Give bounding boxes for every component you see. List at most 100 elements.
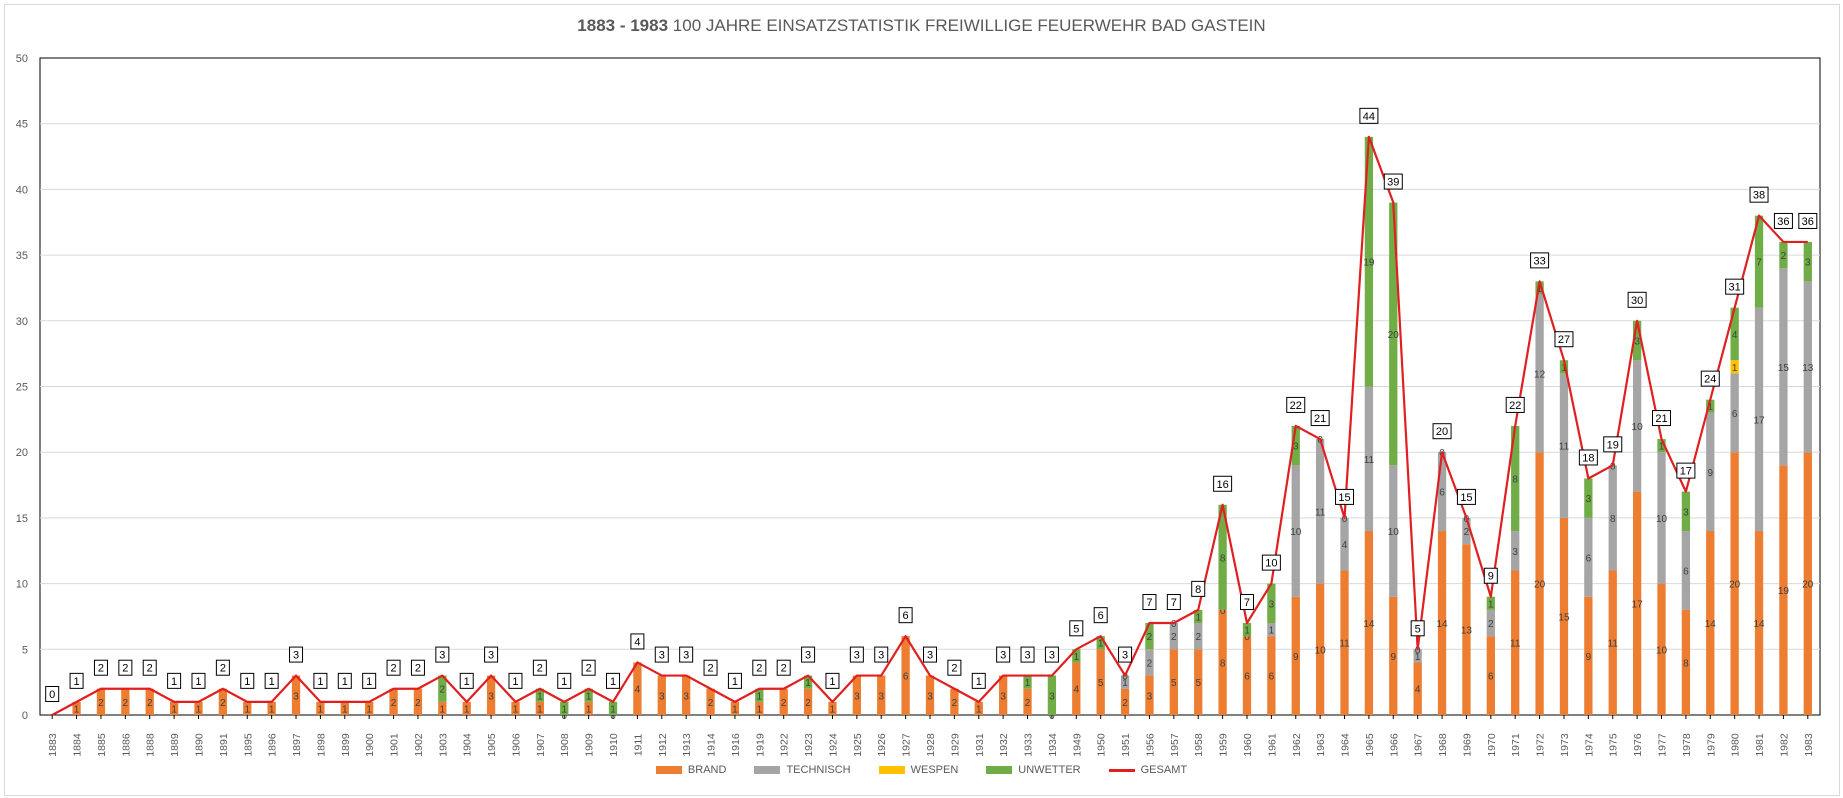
segment-label: 3 [1586,494,1592,505]
segment-label: 11 [1364,455,1375,466]
bar-unwetter [1511,425,1520,532]
total-label: 3 [878,650,884,662]
segment-label: 1 [171,704,177,715]
bar-unwetter [1779,241,1788,269]
segment-label: 9 [1707,468,1713,479]
total-label: 10 [1265,558,1277,570]
total-label-box [69,672,84,689]
bar-technisch [1486,609,1495,637]
total-label-box [1044,646,1059,663]
x-tick-label: 1951 [1120,733,1132,757]
x-tick-label: 1895 [242,733,254,757]
total-label: 18 [1582,452,1594,464]
bar-brand [96,688,106,715]
segment-label: 10 [1315,645,1327,656]
bar-technisch [1535,294,1544,453]
segment-label: 3 [1147,691,1153,702]
y-tick-label: 0 [22,710,28,722]
bar-unwetter [560,701,569,715]
segment-label: 2 [1195,632,1201,643]
x-tick-label: 1903 [437,733,449,757]
total-label-box [727,672,742,689]
total-label: 6 [1098,610,1104,622]
total-label: 2 [537,663,543,675]
total-label: 44 [1363,111,1375,123]
legend-swatch [878,766,905,774]
x-tick-label: 1886 [120,733,132,757]
bar-unwetter [1364,136,1374,387]
total-label: 3 [1000,650,1006,662]
x-tick-label: 1901 [389,733,401,757]
segment-label: 3 [1512,547,1518,558]
bar-technisch [1511,531,1520,571]
total-label: 2 [220,663,226,675]
total-label-box [1627,291,1647,308]
segment-label: 0 [1244,632,1250,643]
bar-brand [267,701,276,715]
total-label-box [1456,488,1476,505]
total-label-box [1310,410,1330,427]
segment-label: 4 [1415,685,1421,696]
x-tick-label: 1967 [1413,733,1425,757]
total-label: 20 [1436,426,1448,438]
total-label: 1 [829,676,835,688]
segment-label: 1 [244,704,250,715]
total-label-box [1725,278,1745,295]
segment-label: 3 [1293,442,1299,453]
total-label-box [484,646,499,663]
bar-brand [169,701,179,715]
segment-label: 2 [1781,251,1787,262]
segment-label: 2 [220,698,226,709]
total-label-box [215,659,230,676]
bar-brand [1730,452,1739,715]
total-label: 3 [1122,650,1128,662]
total-label-box [947,659,962,676]
bar-brand [1145,675,1154,715]
segment-label: 1 [1269,626,1275,637]
total-label: 17 [1680,466,1692,478]
x-tick-label: 1978 [1681,733,1693,757]
total-label: 2 [98,663,104,675]
segment-label: 1 [1561,363,1567,374]
total-label: 2 [147,663,153,675]
total-label: 3 [293,650,299,662]
x-tick-label: 1885 [96,733,108,757]
segment-label: 1 [1074,652,1080,663]
x-tick-label: 1910 [608,733,620,757]
segment-label: 1 [1025,678,1031,689]
segment-label: 1 [269,704,275,715]
x-tick-label: 1888 [145,733,157,757]
segment-label: 1 [1415,652,1421,663]
y-tick-label: 5 [22,644,28,656]
y-tick-label: 20 [16,447,28,459]
bar-brand [1120,688,1130,715]
segment-label: 1 [757,691,763,702]
bar-brand [925,675,935,715]
x-tick-label: 1916 [730,733,742,757]
bar-technisch [1657,452,1666,584]
bar-technisch [1267,623,1276,637]
x-tick-label: 1976 [1632,733,1644,757]
x-tick-label: 1966 [1388,733,1400,757]
segment-label: 11 [1608,639,1619,650]
total-label-box [264,672,279,689]
bar-brand [755,701,764,715]
x-tick-label: 1958 [1193,733,1205,757]
bar-unwetter [1023,675,1032,689]
x-tick-label: 1922 [779,733,791,757]
total-label-box [1676,462,1696,479]
segment-label: 10 [1656,645,1668,656]
x-tick-label: 1926 [876,733,888,757]
total-label: 3 [805,650,811,662]
bar-unwetter [1047,675,1057,715]
bar-brand [852,675,861,715]
total-label: 27 [1558,334,1570,346]
segment-label: 1 [537,691,543,702]
segment-label: 2 [781,698,787,709]
total-label: 7 [1171,597,1177,609]
x-tick-label: 1927 [901,733,913,757]
x-tick-label: 1909 [584,733,596,757]
x-tick-label: 1957 [1169,733,1181,757]
segment-label: 6 [1683,566,1689,577]
total-label: 3 [488,650,494,662]
